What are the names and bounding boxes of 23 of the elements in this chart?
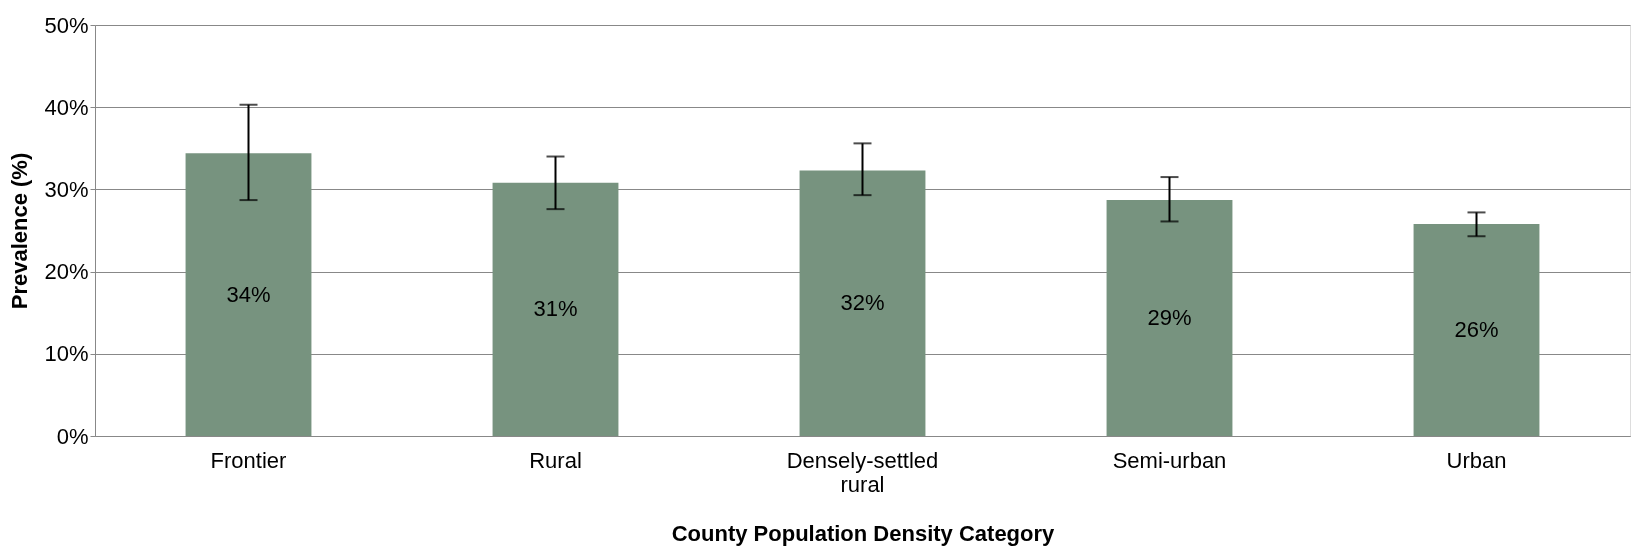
y-tick-label: 50% <box>44 12 89 38</box>
x-axis-title: County Population Density Category <box>671 520 1056 546</box>
data-label: 26% <box>1454 316 1499 342</box>
data-label: 29% <box>1147 305 1192 331</box>
x-tick-label: Urban <box>1446 447 1507 473</box>
data-label: 34% <box>226 281 271 307</box>
data-label: 31% <box>533 296 578 322</box>
x-tick-label: Densely-settled rural <box>786 447 939 497</box>
y-tick-label: 30% <box>44 176 89 202</box>
bar <box>799 170 926 436</box>
y-tick-label: 40% <box>44 94 89 120</box>
y-tick-label: 20% <box>44 259 89 285</box>
x-tick-label: Semi-urban <box>1112 447 1227 473</box>
x-tick-label: Frontier <box>210 447 287 473</box>
bar <box>492 182 619 436</box>
y-axis-title: Prevalence (%) <box>7 152 33 310</box>
data-label: 32% <box>840 290 885 316</box>
bar <box>1106 200 1233 436</box>
y-tick-label: 0% <box>56 423 89 449</box>
x-tick-label: Rural <box>529 447 582 473</box>
bar <box>1413 223 1540 436</box>
bar <box>185 153 312 436</box>
y-tick-label: 10% <box>44 341 89 367</box>
